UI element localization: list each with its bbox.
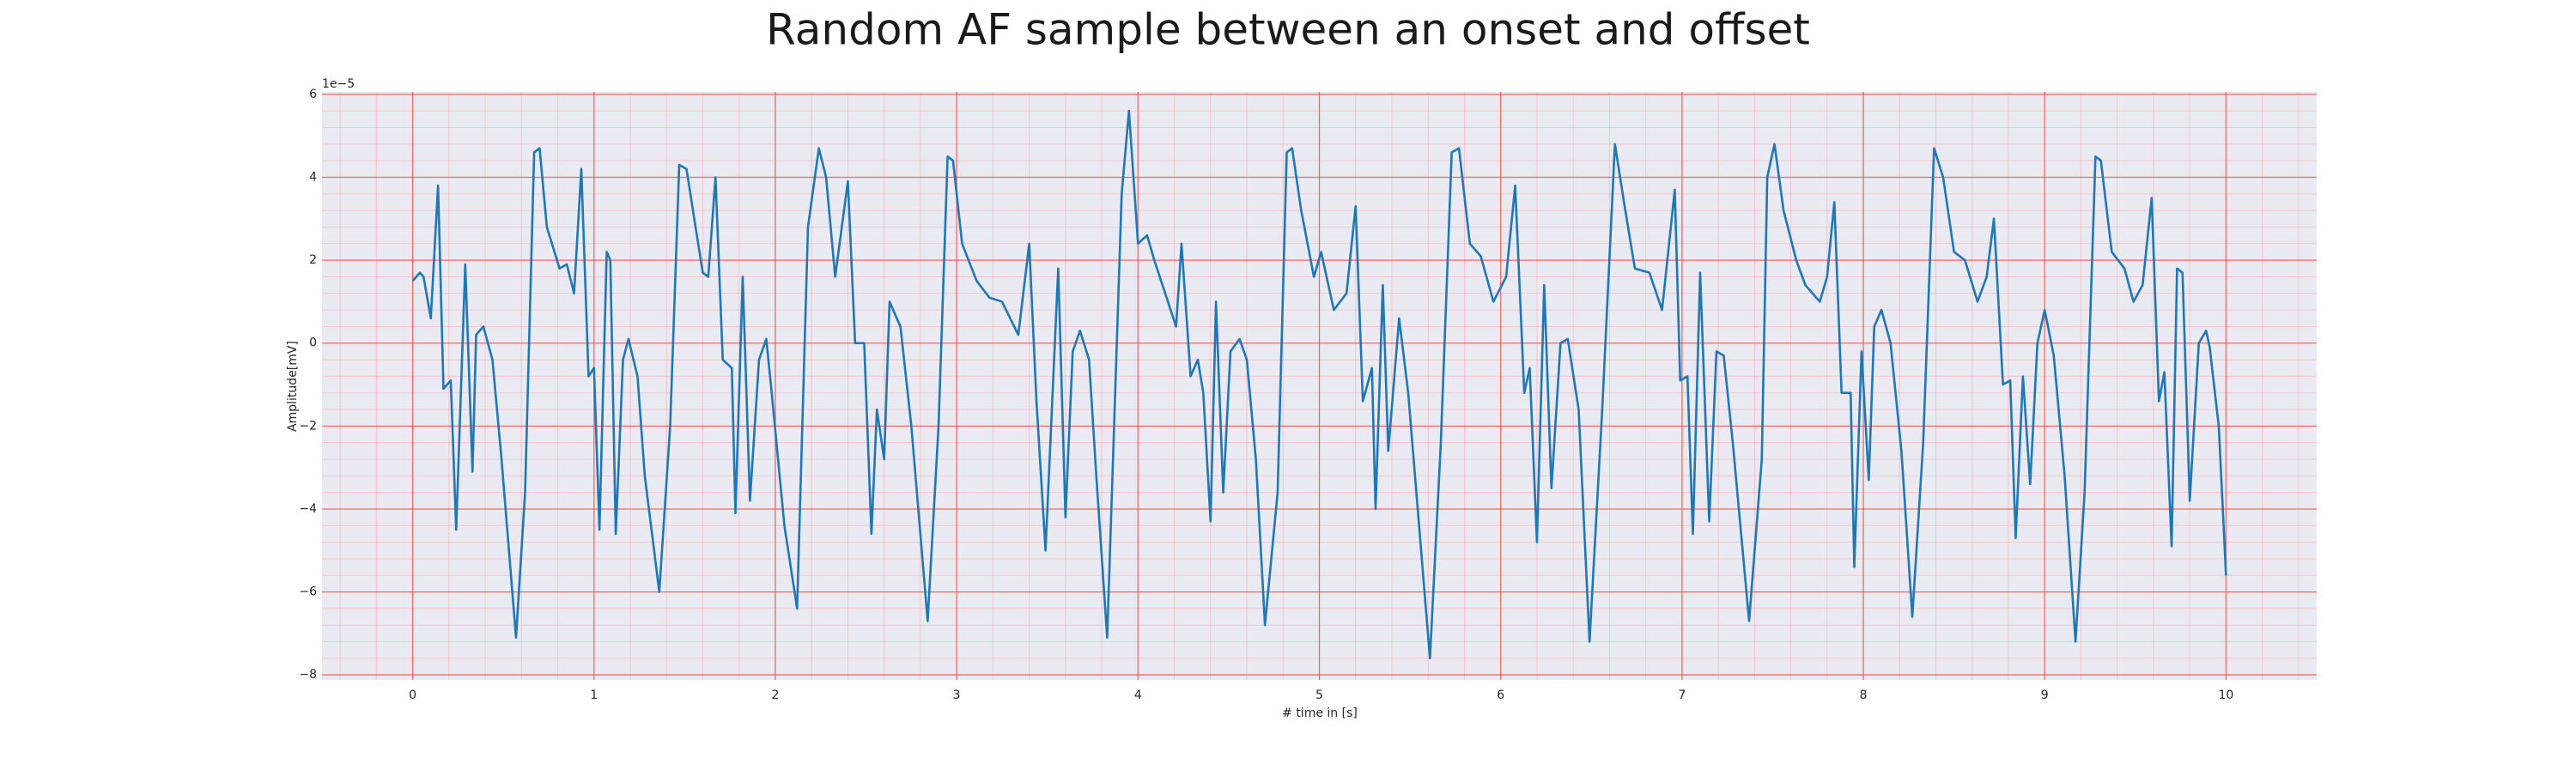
x-tick-label: 6 xyxy=(1497,688,1504,702)
x-tick-label: 0 xyxy=(409,688,416,702)
chart-title: Random AF sample between an onset and of… xyxy=(766,5,1810,55)
y-tick-label: 0 xyxy=(309,336,317,350)
y-tick-label: −4 xyxy=(299,502,317,516)
x-axis-label: # time in [s] xyxy=(1282,706,1358,720)
y-tick-label: −2 xyxy=(299,419,317,433)
plot-area xyxy=(322,92,2317,680)
y-tick-label: 4 xyxy=(309,171,317,185)
y-tick-label: −6 xyxy=(299,585,317,599)
x-tick-label: 3 xyxy=(953,688,961,702)
x-tick-label: 7 xyxy=(1678,688,1686,702)
signal-line xyxy=(411,109,2227,660)
offset-text: 1e−5 xyxy=(322,77,355,91)
x-tick-label: 9 xyxy=(2041,688,2049,702)
x-tick-label: 5 xyxy=(1315,688,1323,702)
y-tick-label: 2 xyxy=(309,253,317,267)
y-tick-label: 6 xyxy=(309,88,317,101)
x-tick-label: 4 xyxy=(1134,688,1142,702)
x-tick-label: 1 xyxy=(590,688,598,702)
x-tick-label: 8 xyxy=(1860,688,1868,702)
x-tick-label: 2 xyxy=(771,688,779,702)
y-axis-label: Amplitude[mV] xyxy=(286,341,300,432)
x-tick-label: 10 xyxy=(2218,688,2233,702)
y-tick-label: −8 xyxy=(299,668,317,682)
